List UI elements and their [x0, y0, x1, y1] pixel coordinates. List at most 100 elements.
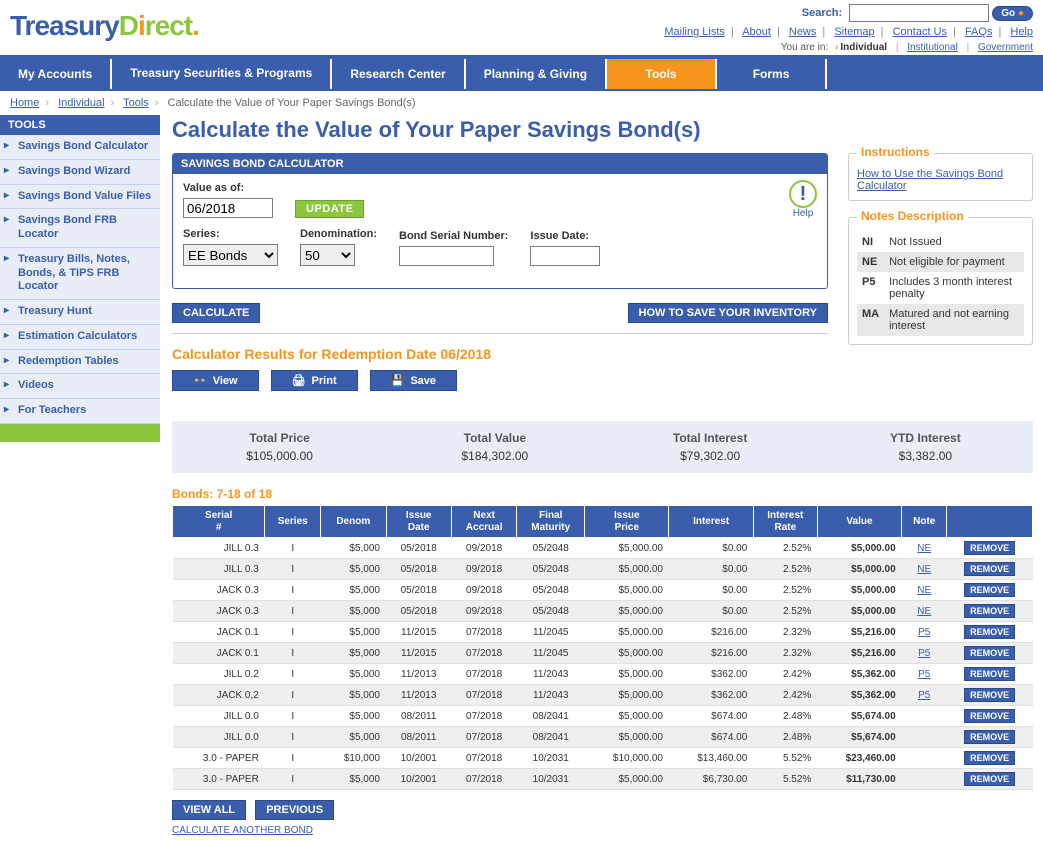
- note-desc: Not Issued: [884, 232, 1024, 252]
- note-link[interactable]: NE: [917, 585, 931, 596]
- page-title: Calculate the Value of Your Paper Saving…: [172, 117, 1033, 143]
- nav-tab[interactable]: Planning & Giving: [466, 59, 607, 89]
- nav-tab[interactable]: Research Center: [332, 59, 465, 89]
- bond-header: InterestRate: [753, 506, 817, 538]
- sidebar-item[interactable]: For Teachers: [0, 399, 160, 424]
- remove-button[interactable]: REMOVE: [964, 667, 1015, 681]
- nav-tab[interactable]: Forms: [717, 59, 827, 89]
- bond-header: Denom: [321, 506, 386, 538]
- print-button[interactable]: 🖨Print: [271, 370, 358, 391]
- sidebar-item[interactable]: Savings Bond Calculator: [0, 135, 160, 160]
- note-link[interactable]: P5: [918, 669, 930, 680]
- note-link[interactable]: NE: [917, 564, 931, 575]
- remove-button[interactable]: REMOVE: [964, 604, 1015, 618]
- serial-input[interactable]: [399, 246, 494, 266]
- series-select[interactable]: EE Bonds: [183, 244, 278, 266]
- bond-header: [947, 506, 1033, 538]
- toplink[interactable]: Contact Us: [893, 26, 947, 38]
- print-icon: 🖨: [292, 374, 306, 387]
- totals-panel: Total Price$105,000.00 Total Value$184,3…: [172, 421, 1033, 473]
- bonds-count: Bonds: 7-18 of 18: [172, 487, 1033, 501]
- view-button[interactable]: 👓View: [172, 370, 259, 391]
- bond-header: Value: [817, 506, 901, 538]
- value-as-of-input[interactable]: [183, 198, 273, 218]
- toplink[interactable]: Help: [1010, 26, 1033, 38]
- remove-button[interactable]: REMOVE: [964, 562, 1015, 576]
- table-row: JACK 0,2I$5,00011/201307/201811/2043$5,0…: [173, 685, 1033, 706]
- toplink[interactable]: Mailing Lists: [664, 26, 725, 38]
- breadcrumb-link[interactable]: Home: [10, 97, 39, 109]
- note-link[interactable]: NE: [917, 543, 931, 554]
- toplink[interactable]: About: [742, 26, 771, 38]
- bonds-table: Serial#SeriesDenomIssueDateNextAccrualFi…: [172, 505, 1033, 790]
- toplink[interactable]: FAQs: [965, 26, 993, 38]
- sidebar-item[interactable]: Savings Bond Wizard: [0, 160, 160, 185]
- note-desc: Includes 3 month interest penalty: [884, 272, 1024, 304]
- go-button[interactable]: Go ●: [992, 6, 1033, 21]
- table-row: JILL 0.0I$5,00008/201107/201808/2041$5,0…: [173, 727, 1033, 748]
- youarein-link[interactable]: Institutional: [907, 42, 958, 53]
- search-input[interactable]: [849, 4, 989, 22]
- nav-tab[interactable]: My Accounts: [0, 59, 112, 89]
- remove-button[interactable]: REMOVE: [964, 772, 1015, 786]
- note-desc: Not eligible for payment: [884, 252, 1024, 272]
- note-link[interactable]: P5: [918, 690, 930, 701]
- sidebar-item[interactable]: Estimation Calculators: [0, 325, 160, 350]
- bond-header: IssueDate: [386, 506, 451, 538]
- breadcrumb-link[interactable]: Individual: [58, 97, 104, 109]
- toplink[interactable]: Sitemap: [834, 26, 874, 38]
- youarein-link[interactable]: Government: [978, 42, 1033, 53]
- breadcrumb: Home› Individual› Tools› Calculate the V…: [0, 91, 1043, 115]
- table-row: JILL 0.2I$5,00011/201307/201811/2043$5,0…: [173, 664, 1033, 685]
- instructions-link[interactable]: How to Use the Savings Bond Calculator: [857, 168, 1003, 192]
- remove-button[interactable]: REMOVE: [964, 541, 1015, 555]
- remove-button[interactable]: REMOVE: [964, 730, 1015, 744]
- howto-save-button[interactable]: HOW TO SAVE YOUR INVENTORY: [628, 303, 828, 323]
- nav-tab-active[interactable]: Tools: [607, 59, 717, 89]
- sidebar-item[interactable]: Treasury Bills, Notes, Bonds, & TIPS FRB…: [0, 248, 160, 300]
- toplinks: Mailing Lists| About| News| Sitemap| Con…: [664, 26, 1033, 38]
- youarein-label: You are in:: [781, 42, 828, 53]
- remove-button[interactable]: REMOVE: [964, 709, 1015, 723]
- view-all-button[interactable]: VIEW ALL: [172, 800, 246, 820]
- sidebar-item[interactable]: Treasury Hunt: [0, 300, 160, 325]
- note-code: P5: [857, 272, 884, 304]
- help-icon[interactable]: ! Help: [789, 180, 817, 219]
- toplink[interactable]: News: [789, 26, 817, 38]
- remove-button[interactable]: REMOVE: [964, 583, 1015, 597]
- previous-button[interactable]: PREVIOUS: [255, 800, 334, 820]
- remove-button[interactable]: REMOVE: [964, 688, 1015, 702]
- bond-header: FinalMaturity: [517, 506, 585, 538]
- sidebar-item[interactable]: Savings Bond Value Files: [0, 185, 160, 210]
- sidebar-item[interactable]: Videos: [0, 374, 160, 399]
- bond-header: Interest: [669, 506, 753, 538]
- table-row: JILL 0.3I$5,00005/201809/201805/2048$5,0…: [173, 538, 1033, 559]
- sidebar-item[interactable]: Savings Bond FRB Locator: [0, 209, 160, 248]
- note-code: NE: [857, 252, 884, 272]
- save-button[interactable]: 💾Save: [370, 370, 457, 391]
- logo: TreasuryDirect.: [10, 4, 199, 42]
- calculate-button[interactable]: CALCULATE: [172, 303, 260, 323]
- remove-button[interactable]: REMOVE: [964, 751, 1015, 765]
- note-link[interactable]: P5: [918, 648, 930, 659]
- note-link[interactable]: NE: [917, 606, 931, 617]
- denom-select[interactable]: 50: [300, 244, 355, 266]
- update-button[interactable]: UPDATE: [295, 200, 364, 218]
- remove-button[interactable]: REMOVE: [964, 625, 1015, 639]
- instructions-title: Instructions: [857, 145, 934, 159]
- breadcrumb-link[interactable]: Tools: [123, 97, 149, 109]
- issue-date-input[interactable]: [530, 246, 600, 266]
- table-row: JILL 0.0I$5,00008/201107/201808/2041$5,0…: [173, 706, 1033, 727]
- save-icon: 💾: [391, 374, 405, 387]
- bond-header: Note: [902, 506, 947, 538]
- note-code: MA: [857, 304, 884, 336]
- bond-header: NextAccrual: [451, 506, 516, 538]
- note-link[interactable]: P5: [918, 627, 930, 638]
- main-nav: My Accounts Treasury Securities & Progra…: [0, 55, 1043, 91]
- sidebar-item[interactable]: Redemption Tables: [0, 350, 160, 375]
- table-row: JACK 0.1I$5,00011/201507/201811/2045$5,0…: [173, 643, 1033, 664]
- nav-tab[interactable]: Treasury Securities & Programs: [112, 59, 332, 89]
- notes-title: Notes Description: [857, 209, 968, 223]
- glasses-icon: 👓: [193, 374, 207, 387]
- remove-button[interactable]: REMOVE: [964, 646, 1015, 660]
